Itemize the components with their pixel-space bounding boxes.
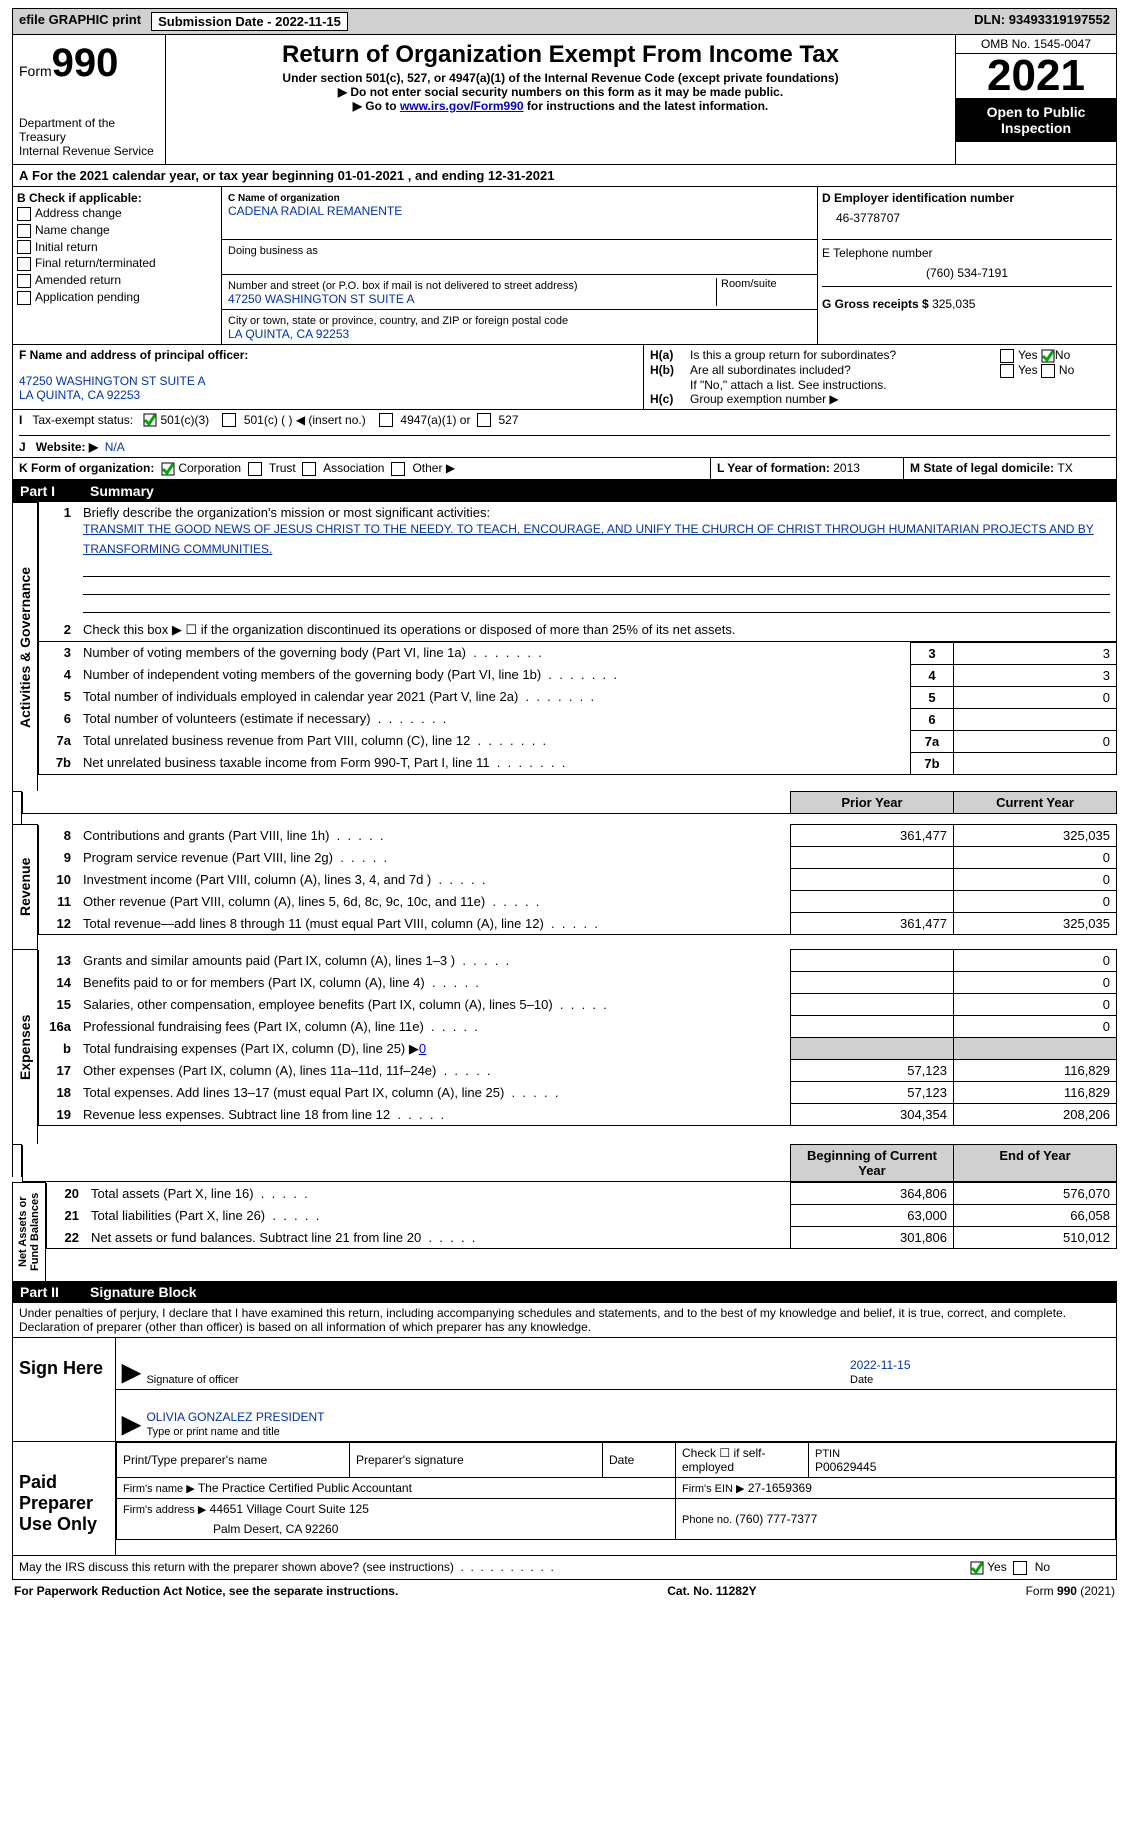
efile-label: efile GRAPHIC print (19, 12, 141, 31)
section-b-through-g: B Check if applicable: Address changeNam… (12, 187, 1117, 345)
mission: TRANSMIT THE GOOD NEWS OF JESUS CHRIST T… (83, 522, 1094, 555)
line-i-j: I Tax-exempt status: 501(c)(3) 501(c) ( … (12, 410, 1117, 459)
perjury-text: Under penalties of perjury, I declare th… (12, 1303, 1117, 1338)
vlabel-na: Net Assets or Fund Balances (12, 1182, 46, 1281)
checkbox-ha-no[interactable] (1041, 349, 1055, 363)
part2-header: Part IISignature Block (12, 1281, 1117, 1303)
vlabel-exp: Expenses (12, 949, 38, 1144)
form-title: Return of Organization Exempt From Incom… (170, 39, 951, 71)
checkbox-501c3[interactable] (143, 413, 157, 427)
paid-preparer: Paid Preparer Use Only Print/Type prepar… (12, 1442, 1117, 1556)
ein: 46-3778707 (822, 205, 1112, 225)
line-a: A For the 2021 calendar year, or tax yea… (12, 165, 1117, 187)
form-header: Form990 Department of the Treasury Inter… (12, 35, 1117, 165)
sign-here: Sign Here ▶Signature of officer2022-11-1… (12, 1338, 1117, 1442)
tax-year: 2021 (956, 54, 1116, 98)
checkbox-discuss-yes[interactable] (970, 1561, 984, 1575)
dln: DLN: 93493319197552 (974, 12, 1110, 31)
page-footer: For Paperwork Reduction Act Notice, see … (12, 1580, 1117, 1602)
submission-date: Submission Date - 2022-11-15 (151, 12, 348, 31)
vlabel-rev: Revenue (12, 824, 38, 949)
file-header: efile GRAPHIC print Submission Date - 20… (12, 8, 1117, 35)
checkbox-discuss-no[interactable] (1013, 1561, 1027, 1575)
checkbox-hb-yes[interactable] (1000, 364, 1014, 378)
checkbox-ha-yes[interactable] (1000, 349, 1014, 363)
checkbox-corp[interactable] (161, 462, 175, 476)
line-k-l-m: K Form of organization: Corporation Trus… (12, 458, 1117, 480)
form-number: 990 (52, 41, 119, 85)
part1-header: Part ISummary (12, 480, 1117, 502)
checkbox-hb-no[interactable] (1041, 364, 1055, 378)
org-name: CADENA RADIAL REMANENTE (228, 204, 402, 218)
section-f-h: F Name and address of principal officer:… (12, 345, 1117, 410)
irs-link[interactable]: www.irs.gov/Form990 (400, 99, 524, 113)
may-irs-discuss: May the IRS discuss this return with the… (12, 1556, 1117, 1580)
vlabel-ag: Activities & Governance (12, 502, 38, 791)
